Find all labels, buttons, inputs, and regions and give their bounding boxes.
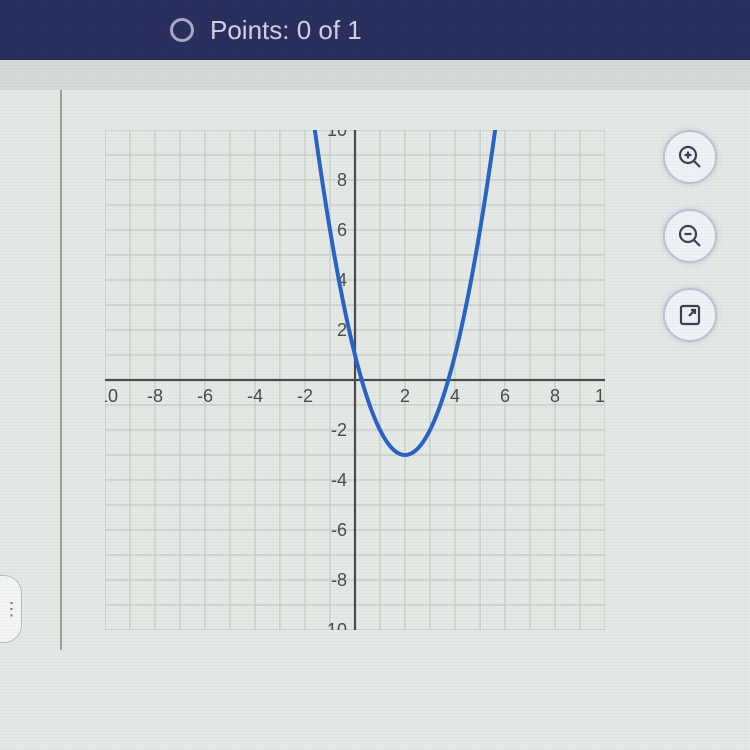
zoom-in-icon: [676, 143, 704, 171]
svg-text:-2: -2: [331, 420, 347, 440]
expand-icon: [677, 302, 703, 328]
svg-text:-4: -4: [331, 470, 347, 490]
svg-text:-6: -6: [331, 520, 347, 540]
svg-text:6: 6: [337, 220, 347, 240]
svg-text:2: 2: [337, 320, 347, 340]
svg-text:2: 2: [400, 386, 410, 406]
status-circle-icon: [170, 18, 194, 42]
parabola-chart: -10-8-6-4-2246810108642-2-4-6-8-10yx: [105, 130, 605, 630]
zoom-out-button[interactable]: [663, 209, 717, 263]
svg-text:-10: -10: [321, 620, 347, 630]
points-label: Points: 0 of 1: [210, 15, 362, 46]
sidebar-expand-tab[interactable]: ⋮: [0, 575, 22, 643]
left-divider: [60, 90, 62, 650]
svg-text:-4: -4: [247, 386, 263, 406]
graph-container: -10-8-6-4-2246810108642-2-4-6-8-10yx: [105, 130, 605, 630]
svg-text:-10: -10: [105, 386, 118, 406]
points-header: Points: 0 of 1: [0, 0, 750, 60]
zoom-out-icon: [676, 222, 704, 250]
expand-button[interactable]: [663, 288, 717, 342]
svg-text:10: 10: [595, 386, 605, 406]
svg-text:-8: -8: [331, 570, 347, 590]
svg-text:4: 4: [450, 386, 460, 406]
svg-text:8: 8: [337, 170, 347, 190]
svg-text:10: 10: [327, 130, 347, 140]
tool-column: [660, 130, 720, 342]
ellipsis-icon: ⋮: [3, 599, 19, 620]
svg-text:6: 6: [500, 386, 510, 406]
svg-text:-6: -6: [197, 386, 213, 406]
svg-text:8: 8: [550, 386, 560, 406]
zoom-in-button[interactable]: [663, 130, 717, 184]
svg-text:-8: -8: [147, 386, 163, 406]
svg-text:-2: -2: [297, 386, 313, 406]
